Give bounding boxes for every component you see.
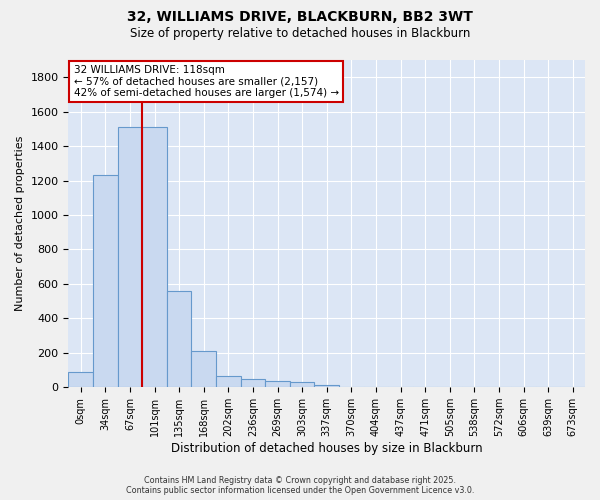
X-axis label: Distribution of detached houses by size in Blackburn: Distribution of detached houses by size … <box>171 442 482 455</box>
Bar <box>142 127 167 387</box>
Text: 32, WILLIAMS DRIVE, BLACKBURN, BB2 3WT: 32, WILLIAMS DRIVE, BLACKBURN, BB2 3WT <box>127 10 473 24</box>
Text: 32 WILLIAMS DRIVE: 118sqm
← 57% of detached houses are smaller (2,157)
42% of se: 32 WILLIAMS DRIVE: 118sqm ← 57% of detac… <box>74 65 338 98</box>
Text: Size of property relative to detached houses in Blackburn: Size of property relative to detached ho… <box>130 28 470 40</box>
Bar <box>93 174 118 387</box>
Y-axis label: Number of detached properties: Number of detached properties <box>15 136 25 312</box>
Bar <box>314 385 339 387</box>
Text: Contains HM Land Registry data © Crown copyright and database right 2025.
Contai: Contains HM Land Registry data © Crown c… <box>126 476 474 495</box>
Bar <box>216 376 241 387</box>
Bar <box>167 291 191 387</box>
Bar <box>265 381 290 387</box>
Bar <box>241 380 265 387</box>
Bar <box>339 386 364 387</box>
Bar <box>290 382 314 387</box>
Bar <box>118 127 142 387</box>
Bar <box>68 372 93 387</box>
Bar <box>191 351 216 387</box>
